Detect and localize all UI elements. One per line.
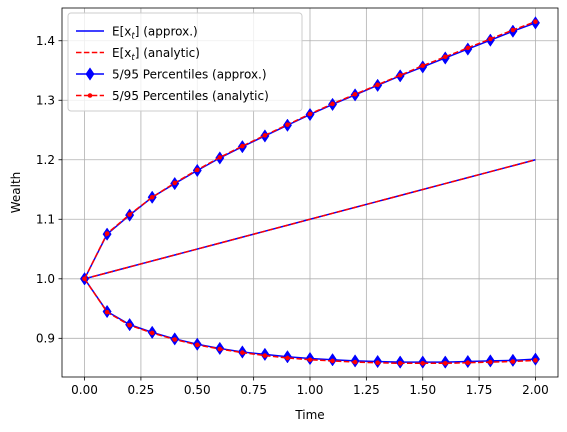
y-tick-label: 1.1 <box>36 213 55 227</box>
y-axis-label: Wealth <box>9 172 23 214</box>
data-point-dot <box>127 322 132 328</box>
data-point-dot <box>330 358 335 364</box>
data-point-dot <box>104 309 110 315</box>
data-point-dot <box>217 155 223 160</box>
data-point-dot <box>420 361 426 366</box>
data-point-dot <box>262 353 268 358</box>
data-point-dot <box>240 350 245 355</box>
y-tick-label: 1.4 <box>36 34 55 48</box>
y-tick-label: 1.0 <box>36 272 55 286</box>
data-point-dot <box>465 45 471 51</box>
series-lower-line-5-95-percentiles-analytic <box>83 278 536 365</box>
data-point-dot <box>397 361 403 366</box>
data-point-dot <box>442 54 448 60</box>
data-point-dot <box>420 63 426 69</box>
x-tick-label: 0.00 <box>71 383 98 397</box>
series-layer <box>80 16 540 369</box>
data-point-dot <box>442 361 448 366</box>
data-point-dot <box>240 143 245 149</box>
legend-diamond-marker <box>85 67 95 81</box>
data-point-dot <box>510 359 516 364</box>
data-point-dot <box>307 111 313 117</box>
y-tick-label: 1.3 <box>36 94 55 108</box>
data-point-dot <box>330 101 335 107</box>
y-tick-label: 1.2 <box>36 153 55 167</box>
legend: E[xt] (approx.) E[xt] (analytic) 5/95 Perc… <box>67 12 303 112</box>
data-point-dot <box>127 212 132 217</box>
data-point-dot <box>149 194 155 200</box>
data-point-dot <box>172 180 178 186</box>
data-point-dot <box>82 276 87 282</box>
x-tick-label: 1.00 <box>297 383 324 397</box>
data-point-dot <box>307 357 313 363</box>
series-markers-5-95-percentiles-analytic <box>82 19 538 366</box>
data-point-dot <box>375 360 380 366</box>
y-tick-label: 0.9 <box>36 332 55 346</box>
x-tick-label: 0.50 <box>184 383 211 397</box>
legend-label: 5/95 Percentiles (approx.) <box>112 67 267 81</box>
legend-label: E[xt] (approx.) <box>112 24 198 41</box>
data-point-dot <box>352 359 358 365</box>
data-point-dot <box>375 82 380 88</box>
data-point-dot <box>172 337 178 342</box>
x-tick-label: 1.75 <box>466 383 493 397</box>
axis-ticks: 0.00 0.25 0.50 0.75 1.00 1.25 1.50 1.75 2.00 0.9 1… <box>36 34 549 397</box>
data-point-dot <box>285 122 290 127</box>
data-point-dot <box>194 167 200 173</box>
data-point-dot <box>397 72 403 78</box>
x-tick-label: 0.25 <box>128 383 155 397</box>
data-point-dot <box>217 346 223 352</box>
series-line-e-x-t-analytic <box>84 159 536 280</box>
x-tick-label: 2.00 <box>522 383 549 397</box>
data-point-dot <box>352 91 358 97</box>
data-point-dot <box>262 133 268 138</box>
data-point-dot <box>465 360 471 366</box>
data-point-dot <box>488 359 493 365</box>
data-point-dot <box>285 355 290 361</box>
data-point-dot <box>533 19 538 24</box>
x-tick-label: 1.50 <box>409 383 436 397</box>
x-tick-label: 1.25 <box>353 383 380 397</box>
legend-box <box>67 12 303 112</box>
data-point-dot <box>104 231 110 236</box>
data-point-dot <box>194 342 200 348</box>
legend-label: 5/95 Percentiles (analytic) <box>112 89 269 103</box>
data-point-dot <box>533 358 538 363</box>
data-point-dot <box>510 27 516 33</box>
x-axis-label: Time <box>294 408 324 422</box>
data-point-dot <box>488 36 493 42</box>
legend-dot-marker <box>87 93 93 98</box>
data-point-dot <box>149 330 155 336</box>
legend-label: E[xt] (analytic) <box>112 46 200 63</box>
x-tick-label: 0.75 <box>240 383 267 397</box>
